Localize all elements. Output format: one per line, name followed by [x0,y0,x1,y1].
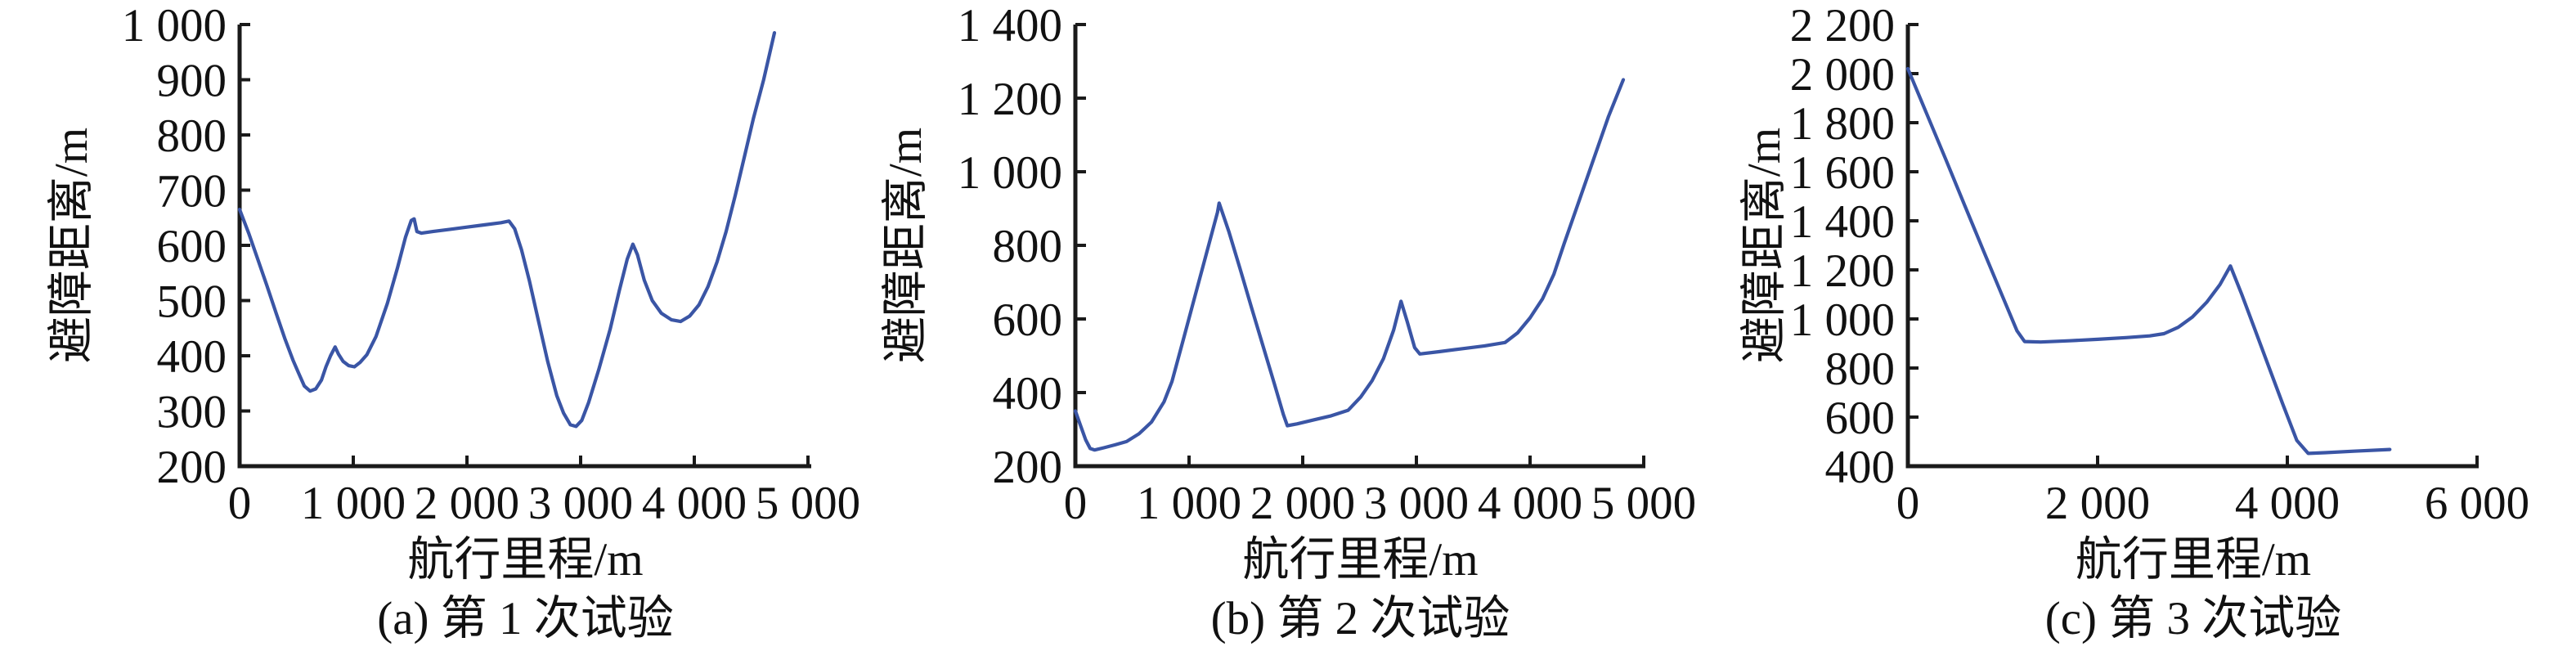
y-tick-label: 600 [993,294,1063,346]
y-tick-label: 600 [1825,393,1896,444]
x-tick-label: 0 [1064,478,1088,529]
x-tick-label: 3 000 [528,478,633,529]
series-line [237,30,777,429]
y-tick-label: 800 [1825,343,1896,395]
x-tick-label: 5 000 [756,478,859,529]
chart-caption-c: (c) 第 3 次试验 [2044,593,2342,644]
chart-caption-a: (a) 第 1 次试验 [377,593,674,644]
x-tick-label: 2 000 [1250,478,1355,529]
x-tick-label: 2 000 [2045,478,2150,529]
y-tick-label: 400 [157,331,227,383]
axis-line [1905,25,2479,469]
y-tick-label: 400 [993,368,1063,420]
x-tick-label: 4 000 [2235,478,2340,529]
x-tick-label: 0 [228,478,252,529]
axis-line [237,25,811,469]
series-line [1073,78,1626,452]
x-tick-label: 1 000 [301,478,406,529]
y-axis-title-b: 避障距离/m [880,127,931,364]
y-axis-title-a: 避障距离/m [46,127,97,364]
y-tick-label: 300 [157,387,227,438]
x-tick-label: 1 000 [1137,478,1241,529]
y-tick-label: 1 000 [958,147,1062,199]
x-tick-label: 4 000 [642,478,747,529]
x-tick-label: 2 000 [415,478,519,529]
series-line [1905,66,2392,456]
y-tick-label: 200 [993,442,1063,493]
y-tick-label: 1 800 [1790,98,1895,150]
x-tick-label: 0 [1896,478,1920,529]
y-tick-label: 1 600 [1790,147,1895,199]
y-tick-label: 200 [157,442,227,493]
chart-caption-b: (b) 第 2 次试验 [1210,593,1510,644]
y-tick-label: 600 [157,221,227,272]
x-tick-label: 5 000 [1591,478,1696,529]
chart-c-canvas: 0 2 000 4 000 6 000 400 600 800 1 000 1 200 1 400… [1717,0,2576,647]
y-tick-label: 1 400 [1790,196,1895,248]
y-tick-label: 2 000 [1790,49,1895,101]
y-tick-label: 1 400 [958,0,1062,52]
axis-line [1073,25,1645,469]
x-tick-label: 6 000 [2425,478,2529,529]
y-tick-label: 900 [157,56,227,107]
x-tick-label: 3 000 [1364,478,1469,529]
y-tick-label: 400 [1825,442,1896,493]
y-tick-label: 1 000 [122,0,227,52]
x-axis-title-a: 航行里程/m [407,534,644,586]
x-axis-title-c: 航行里程/m [2075,534,2312,586]
chart-panel-c: 0 2 000 4 000 6 000 400 600 800 1 000 1 200 1 400… [1717,0,2576,647]
y-axis-title-c: 避障距离/m [1739,127,1790,364]
y-tick-label: 800 [157,110,227,162]
y-tick-label: 800 [993,221,1063,272]
y-tick-label: 2 200 [1790,0,1895,52]
y-tick-label: 500 [157,276,227,328]
x-tick-label: 4 000 [1478,478,1582,529]
y-tick-label: 700 [157,166,227,218]
y-tick-label: 1 200 [1790,245,1895,297]
y-tick-label: 1 000 [1790,294,1895,346]
x-axis-title-b: 航行里程/m [1242,534,1479,586]
y-tick-label: 1 200 [958,74,1062,125]
